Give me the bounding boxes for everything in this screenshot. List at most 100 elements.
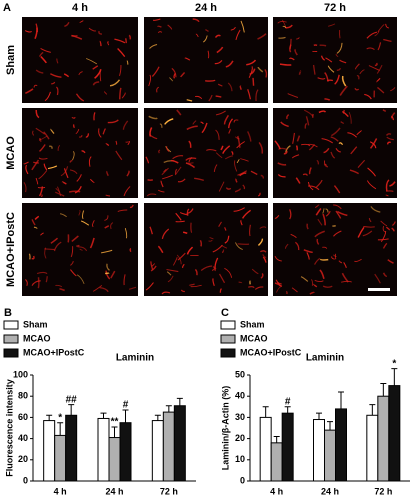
bar — [97, 417, 110, 482]
vessel — [186, 99, 193, 102]
vessel — [160, 180, 164, 188]
vessel — [320, 55, 326, 61]
vessel — [385, 133, 392, 136]
vessel — [234, 242, 243, 250]
vessel — [43, 163, 48, 171]
vessel — [105, 194, 111, 197]
vessels — [274, 109, 396, 197]
vessel — [152, 18, 161, 21]
vessel — [377, 24, 385, 33]
x-tick-label: 4 h — [270, 486, 283, 496]
vessel — [185, 162, 196, 169]
vessel — [60, 166, 69, 177]
legend-swatch — [220, 320, 236, 330]
vessel — [105, 272, 110, 275]
vessel — [315, 204, 320, 208]
vessel — [259, 226, 267, 229]
vessel — [240, 20, 245, 33]
vessel — [219, 288, 222, 293]
vessel — [310, 279, 313, 286]
vessel — [222, 145, 231, 154]
vessel — [171, 67, 177, 78]
vessel — [255, 89, 259, 102]
vessel — [335, 148, 341, 153]
vessel — [392, 221, 396, 226]
vessel — [370, 206, 381, 213]
legend-label: MCAO+IPostC — [23, 347, 85, 357]
vessel — [382, 225, 386, 233]
vessel — [107, 41, 110, 46]
vessel — [47, 165, 58, 170]
vessels — [145, 207, 267, 295]
y-tick-label: 80 — [18, 391, 28, 401]
vessel — [146, 193, 157, 197]
vessel — [159, 123, 163, 128]
vessel — [38, 170, 48, 180]
vessel — [339, 59, 347, 64]
vessel — [55, 191, 65, 197]
vessel — [235, 178, 238, 183]
vessel — [119, 65, 122, 76]
vessel — [23, 182, 27, 193]
vessel — [341, 75, 347, 87]
vessel — [258, 141, 264, 154]
vessel — [78, 210, 81, 216]
vessel — [170, 159, 179, 164]
significance: ## — [66, 394, 78, 405]
vessel — [218, 273, 226, 284]
legend-label: Sham — [23, 319, 48, 329]
vessel — [333, 230, 342, 237]
vessel — [354, 258, 362, 263]
bar — [281, 412, 294, 482]
legend-label: MCAO+IPostC — [240, 347, 302, 357]
vessel — [300, 276, 309, 282]
vessels — [148, 18, 268, 102]
vessel — [215, 129, 220, 140]
vessel — [212, 278, 215, 286]
row-label: MCAO — [5, 136, 17, 170]
vessel — [240, 158, 249, 162]
error-bar — [68, 404, 75, 416]
legend-swatch — [3, 320, 19, 330]
vessel — [183, 231, 188, 235]
vessel — [38, 51, 44, 57]
vessel — [386, 141, 391, 145]
vessel — [333, 185, 341, 194]
vessel — [31, 159, 40, 171]
vessel — [285, 145, 291, 153]
vessel — [172, 155, 184, 160]
vessel — [90, 178, 95, 184]
vessel — [208, 94, 213, 102]
vessel — [325, 210, 331, 217]
vessel — [184, 57, 191, 61]
vessel — [115, 150, 123, 161]
vessel — [341, 110, 349, 118]
vessel — [356, 130, 363, 136]
vessel — [335, 53, 339, 57]
vessels — [25, 204, 137, 293]
vessel — [117, 209, 128, 213]
vessel — [186, 125, 198, 131]
vessel — [294, 241, 300, 251]
micrograph — [273, 17, 397, 103]
vessel — [161, 291, 171, 295]
vessel — [176, 254, 182, 265]
chart-title: Laminin — [116, 353, 154, 364]
vessel — [214, 257, 219, 268]
vessel — [390, 112, 396, 119]
vessel — [77, 246, 88, 252]
vessel — [374, 62, 378, 67]
vessel — [25, 164, 29, 175]
vessel — [188, 140, 192, 148]
vessel — [224, 267, 233, 278]
vessel — [354, 63, 360, 70]
vessel — [156, 86, 159, 93]
vessel — [185, 157, 197, 161]
vessel — [148, 74, 151, 87]
vessel — [50, 128, 55, 134]
vessel — [318, 110, 327, 114]
vessel — [105, 270, 111, 280]
vessel — [85, 133, 90, 138]
row-label: MCAO+IPostC — [5, 212, 17, 287]
vessel — [377, 238, 389, 241]
